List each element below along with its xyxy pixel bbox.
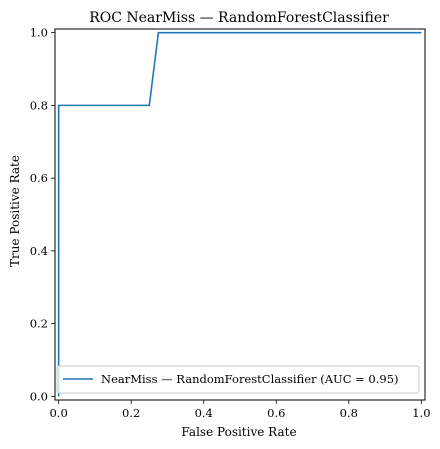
- x-tick-label: 1.0: [412, 406, 430, 420]
- x-tick-label: 0.0: [49, 406, 67, 420]
- chart-title: ROC NearMiss — RandomForestClassifier: [89, 10, 389, 26]
- y-tick-label: 0.6: [30, 171, 48, 185]
- y-tick-label: 0.8: [30, 98, 48, 112]
- y-axis: 0.0 0.2 0.4 0.6 0.8 1.0: [30, 26, 55, 403]
- plot-frame: [54, 28, 426, 401]
- y-tick-label: 0.2: [30, 317, 48, 331]
- legend-entry-label: NearMiss — RandomForestClassifier (AUC =…: [101, 372, 399, 386]
- series-layer: [57, 31, 422, 397]
- legend-box: [56, 365, 420, 394]
- x-axis-label: False Positive Rate: [181, 425, 296, 439]
- legend: NearMiss — RandomForestClassifier (AUC =…: [56, 365, 420, 394]
- y-tick-label: 0.4: [30, 244, 48, 258]
- y-tick-label: 0.0: [30, 389, 48, 403]
- x-tick-label: 0.2: [122, 406, 140, 420]
- y-tick-label: 1.0: [30, 26, 48, 40]
- plot-area: 0.0 0.2 0.4 0.6 0.8 1.0 0.0 0.2 0.4 0.6 0.8 1.0: [30, 26, 431, 420]
- x-axis: 0.0 0.2 0.4 0.6 0.8 1.0: [49, 400, 431, 420]
- x-tick-label: 0.4: [195, 406, 213, 420]
- x-tick-label: 0.6: [267, 406, 285, 420]
- x-tick-label: 0.8: [340, 406, 358, 420]
- y-axis-label: True Positive Rate: [8, 155, 22, 267]
- roc-curve-line: [57, 31, 422, 397]
